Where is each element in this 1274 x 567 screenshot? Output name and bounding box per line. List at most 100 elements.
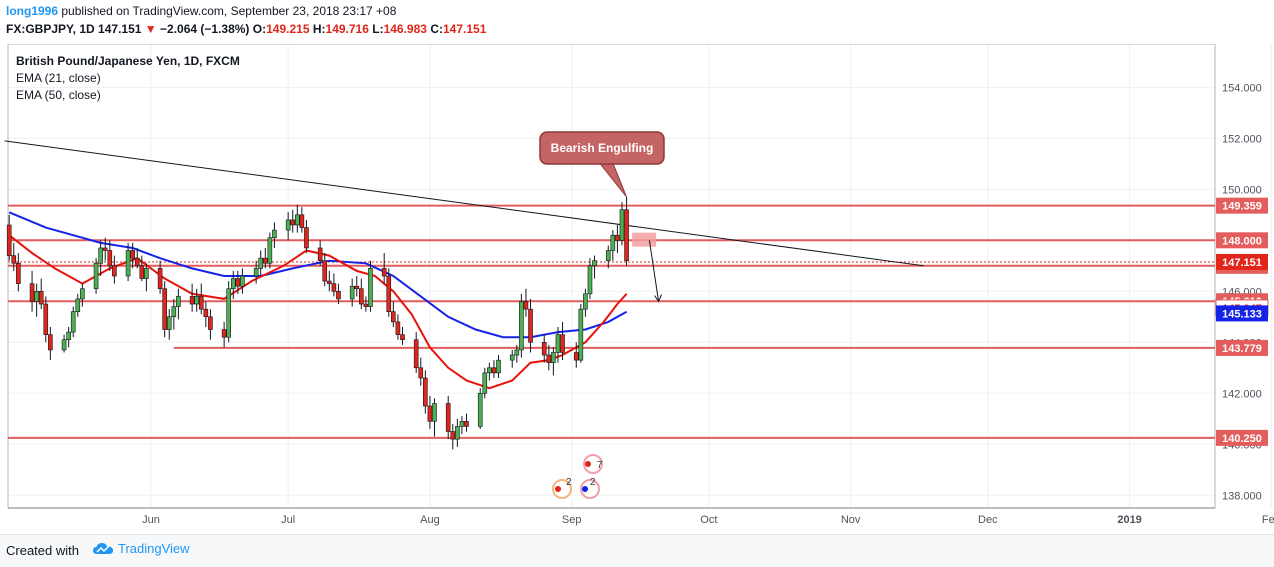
sr-price-label: 149.359 (1222, 201, 1262, 213)
tradingview-link[interactable]: TradingView (92, 541, 190, 556)
candle (203, 301, 209, 327)
candle (125, 242, 131, 282)
candle (34, 283, 39, 317)
price-tag-label: 147.151 (1222, 257, 1262, 269)
candle (198, 283, 204, 315)
low-label: L: (372, 22, 384, 36)
candle (363, 296, 369, 312)
candle (299, 207, 305, 233)
publish-info: published on TradingView.com, September … (61, 4, 397, 18)
sr-price-label: 140.250 (1222, 433, 1262, 445)
downtrend-line (4, 140, 924, 267)
y-tick-label: 142.000 (1222, 388, 1262, 400)
candle (144, 263, 149, 292)
candle (583, 288, 588, 317)
candle (432, 398, 437, 437)
candle (304, 219, 309, 254)
candle (546, 344, 552, 371)
candle (208, 309, 213, 340)
annotation-layer: Bearish Engulfing (539, 131, 665, 303)
candle (322, 253, 328, 287)
x-tick-label: Jun (142, 514, 160, 526)
candle (464, 413, 469, 432)
x-tick-label: 2019 (1117, 514, 1141, 526)
candle (48, 326, 53, 361)
event-marker-icon[interactable]: 2 (552, 477, 572, 499)
candle (162, 281, 167, 338)
ema21-legend[interactable]: EMA (21, close) (16, 71, 101, 85)
price-chart[interactable]: 138.000140.000142.000144.000146.000148.0… (0, 44, 1274, 534)
candle (619, 202, 625, 246)
candle (477, 388, 483, 429)
high-value: 149.716 (325, 22, 369, 36)
ema50-line (8, 211, 628, 339)
open-value: 149.215 (266, 22, 310, 36)
candle (487, 362, 492, 381)
candle (176, 288, 181, 320)
candle (166, 309, 172, 340)
candle (226, 281, 232, 343)
candle (221, 321, 227, 348)
footer: Created with TradingView (0, 534, 1274, 567)
sr-price-label: 148.000 (1222, 235, 1262, 247)
created-with-label: Created with (6, 543, 79, 558)
candle (290, 209, 296, 233)
candle (573, 342, 579, 368)
candle (519, 293, 524, 358)
low-value: 146.983 (383, 22, 427, 36)
candle (587, 258, 593, 299)
svg-text:2: 2 (590, 477, 596, 488)
tradingview-cloud-icon (93, 542, 113, 554)
candle (134, 247, 140, 269)
candle (11, 242, 17, 271)
candle (418, 357, 424, 386)
symbol-header: FX:GBPJPY, 1D 147.151 ▼ −2.064 (−1.38%) … (6, 22, 486, 36)
candle (61, 334, 67, 353)
x-tick-label: Aug (420, 514, 440, 526)
candle (413, 332, 419, 373)
candle (327, 270, 332, 292)
candle (386, 268, 392, 317)
y-tick-label: 154.000 (1222, 82, 1262, 94)
change-value: −2.064 (−1.38%) (160, 22, 250, 36)
candle (605, 245, 611, 269)
candle (445, 395, 451, 440)
candle (98, 240, 103, 276)
candle (455, 418, 460, 447)
candle (482, 367, 488, 399)
x-tick-label: Jul (281, 514, 295, 526)
y-tick-label: 138.000 (1222, 490, 1262, 502)
candle (400, 326, 405, 345)
candle (29, 270, 35, 312)
candle (578, 304, 584, 363)
event-marker-icon[interactable]: 7 (583, 454, 603, 474)
candle (102, 237, 108, 261)
candle (624, 196, 629, 266)
candle (368, 260, 373, 312)
candle (16, 253, 21, 292)
event-marker-icon[interactable]: 2 (580, 477, 600, 499)
trend-line (4, 140, 924, 267)
sr-price-tag: 143.779 (1216, 339, 1268, 356)
price-tag-ema50: 145.133 (1216, 305, 1268, 322)
candle (541, 334, 547, 363)
candle (555, 326, 561, 363)
candle (189, 283, 195, 312)
candle (6, 214, 12, 261)
author-link[interactable]: long1996 (6, 4, 59, 18)
down-arrow-icon: ▼ (144, 22, 157, 36)
chart-title: British Pound/Japanese Yen, 1D, FXCM (16, 54, 240, 68)
candle (112, 255, 117, 284)
candle (107, 240, 113, 271)
ema50-legend[interactable]: EMA (50, close) (16, 88, 101, 102)
candle (354, 276, 360, 297)
bearish-engulfing-callout[interactable]: Bearish Engulfing (539, 131, 665, 198)
symbol-label: FX:GBPJPY, 1D (6, 22, 95, 36)
candle (381, 253, 387, 284)
candle (423, 370, 428, 414)
y-tick-label: 150.000 (1222, 184, 1262, 196)
tradingview-brand-text: TradingView (118, 541, 190, 556)
y-tick-label: 152.000 (1222, 133, 1262, 145)
event-markers: 7 2 2 (552, 454, 603, 499)
candle (70, 306, 76, 338)
